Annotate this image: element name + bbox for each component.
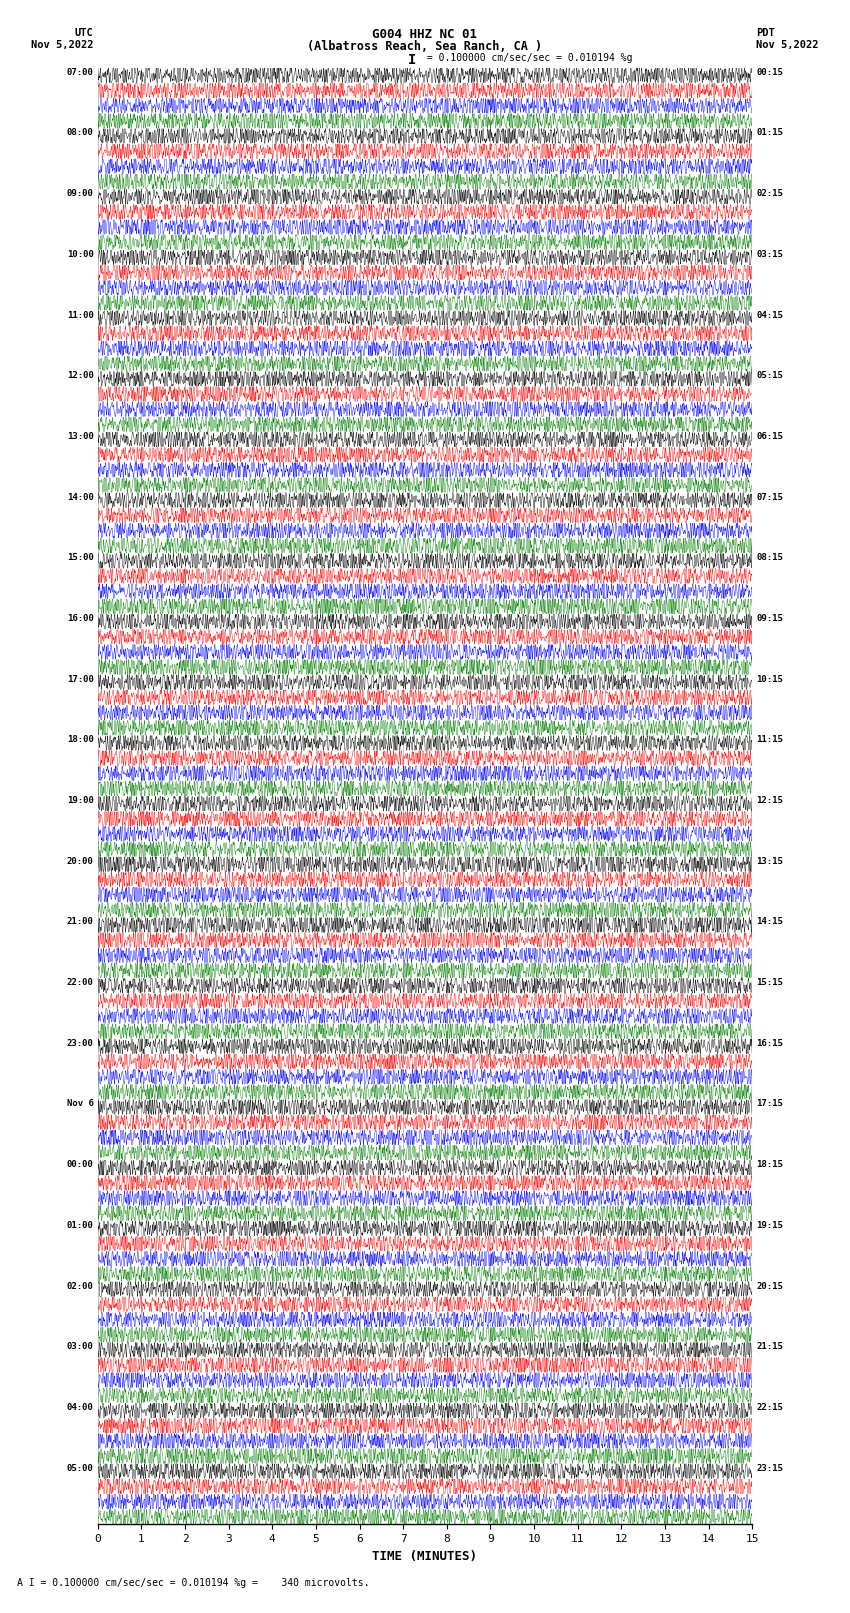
Text: 16:00: 16:00 bbox=[66, 615, 94, 623]
Text: 20:00: 20:00 bbox=[66, 857, 94, 866]
Text: 23:00: 23:00 bbox=[66, 1039, 94, 1048]
Text: 09:00: 09:00 bbox=[66, 189, 94, 198]
Text: 18:15: 18:15 bbox=[756, 1160, 784, 1169]
Text: 12:15: 12:15 bbox=[756, 797, 784, 805]
Text: 13:15: 13:15 bbox=[756, 857, 784, 866]
Text: 06:15: 06:15 bbox=[756, 432, 784, 440]
Text: PDT: PDT bbox=[756, 29, 775, 39]
Text: 01:00: 01:00 bbox=[66, 1221, 94, 1229]
Text: 23:15: 23:15 bbox=[756, 1463, 784, 1473]
Text: 22:00: 22:00 bbox=[66, 977, 94, 987]
Text: 22:15: 22:15 bbox=[756, 1403, 784, 1411]
Text: 19:15: 19:15 bbox=[756, 1221, 784, 1229]
Text: 07:00: 07:00 bbox=[66, 68, 94, 77]
Text: 02:15: 02:15 bbox=[756, 189, 784, 198]
Text: 15:15: 15:15 bbox=[756, 977, 784, 987]
Text: (Albatross Reach, Sea Ranch, CA ): (Albatross Reach, Sea Ranch, CA ) bbox=[308, 40, 542, 53]
Text: 08:00: 08:00 bbox=[66, 129, 94, 137]
Text: Nov 5,2022: Nov 5,2022 bbox=[756, 40, 819, 50]
Text: 11:00: 11:00 bbox=[66, 311, 94, 319]
Text: 10:15: 10:15 bbox=[756, 674, 784, 684]
Text: 17:15: 17:15 bbox=[756, 1100, 784, 1108]
Text: 14:15: 14:15 bbox=[756, 918, 784, 926]
Text: 13:00: 13:00 bbox=[66, 432, 94, 440]
Text: 20:15: 20:15 bbox=[756, 1281, 784, 1290]
Text: UTC: UTC bbox=[75, 29, 94, 39]
Text: 10:00: 10:00 bbox=[66, 250, 94, 258]
Text: Nov 5,2022: Nov 5,2022 bbox=[31, 40, 94, 50]
Text: 02:00: 02:00 bbox=[66, 1281, 94, 1290]
Text: 18:00: 18:00 bbox=[66, 736, 94, 744]
Text: 17:00: 17:00 bbox=[66, 674, 94, 684]
Text: 03:00: 03:00 bbox=[66, 1342, 94, 1352]
Text: 04:00: 04:00 bbox=[66, 1403, 94, 1411]
Text: 01:15: 01:15 bbox=[756, 129, 784, 137]
Text: 19:00: 19:00 bbox=[66, 797, 94, 805]
Text: G004 HHZ NC 01: G004 HHZ NC 01 bbox=[372, 29, 478, 42]
X-axis label: TIME (MINUTES): TIME (MINUTES) bbox=[372, 1550, 478, 1563]
Text: I: I bbox=[408, 53, 416, 68]
Text: 05:00: 05:00 bbox=[66, 1463, 94, 1473]
Text: 21:15: 21:15 bbox=[756, 1342, 784, 1352]
Text: 11:15: 11:15 bbox=[756, 736, 784, 744]
Text: 15:00: 15:00 bbox=[66, 553, 94, 563]
Text: = 0.100000 cm/sec/sec = 0.010194 %g: = 0.100000 cm/sec/sec = 0.010194 %g bbox=[421, 53, 632, 63]
Text: 21:00: 21:00 bbox=[66, 918, 94, 926]
Text: 16:15: 16:15 bbox=[756, 1039, 784, 1048]
Text: 05:15: 05:15 bbox=[756, 371, 784, 381]
Text: 00:15: 00:15 bbox=[756, 68, 784, 77]
Text: 14:00: 14:00 bbox=[66, 492, 94, 502]
Text: 09:15: 09:15 bbox=[756, 615, 784, 623]
Text: 12:00: 12:00 bbox=[66, 371, 94, 381]
Text: Nov 6: Nov 6 bbox=[66, 1100, 94, 1108]
Text: 04:15: 04:15 bbox=[756, 311, 784, 319]
Text: A I = 0.100000 cm/sec/sec = 0.010194 %g =    340 microvolts.: A I = 0.100000 cm/sec/sec = 0.010194 %g … bbox=[17, 1578, 370, 1587]
Text: 00:00: 00:00 bbox=[66, 1160, 94, 1169]
Text: 08:15: 08:15 bbox=[756, 553, 784, 563]
Text: 03:15: 03:15 bbox=[756, 250, 784, 258]
Text: 07:15: 07:15 bbox=[756, 492, 784, 502]
